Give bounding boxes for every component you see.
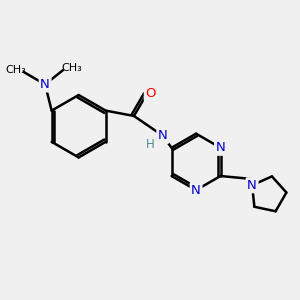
Text: N: N	[158, 129, 168, 142]
Text: O: O	[145, 88, 156, 100]
Text: N: N	[216, 141, 225, 154]
Text: CH₃: CH₃	[61, 63, 82, 73]
Text: N: N	[191, 184, 201, 196]
Text: CH₃: CH₃	[5, 64, 26, 75]
Text: H: H	[146, 138, 155, 151]
Text: N: N	[247, 179, 257, 192]
Text: N: N	[40, 78, 50, 91]
